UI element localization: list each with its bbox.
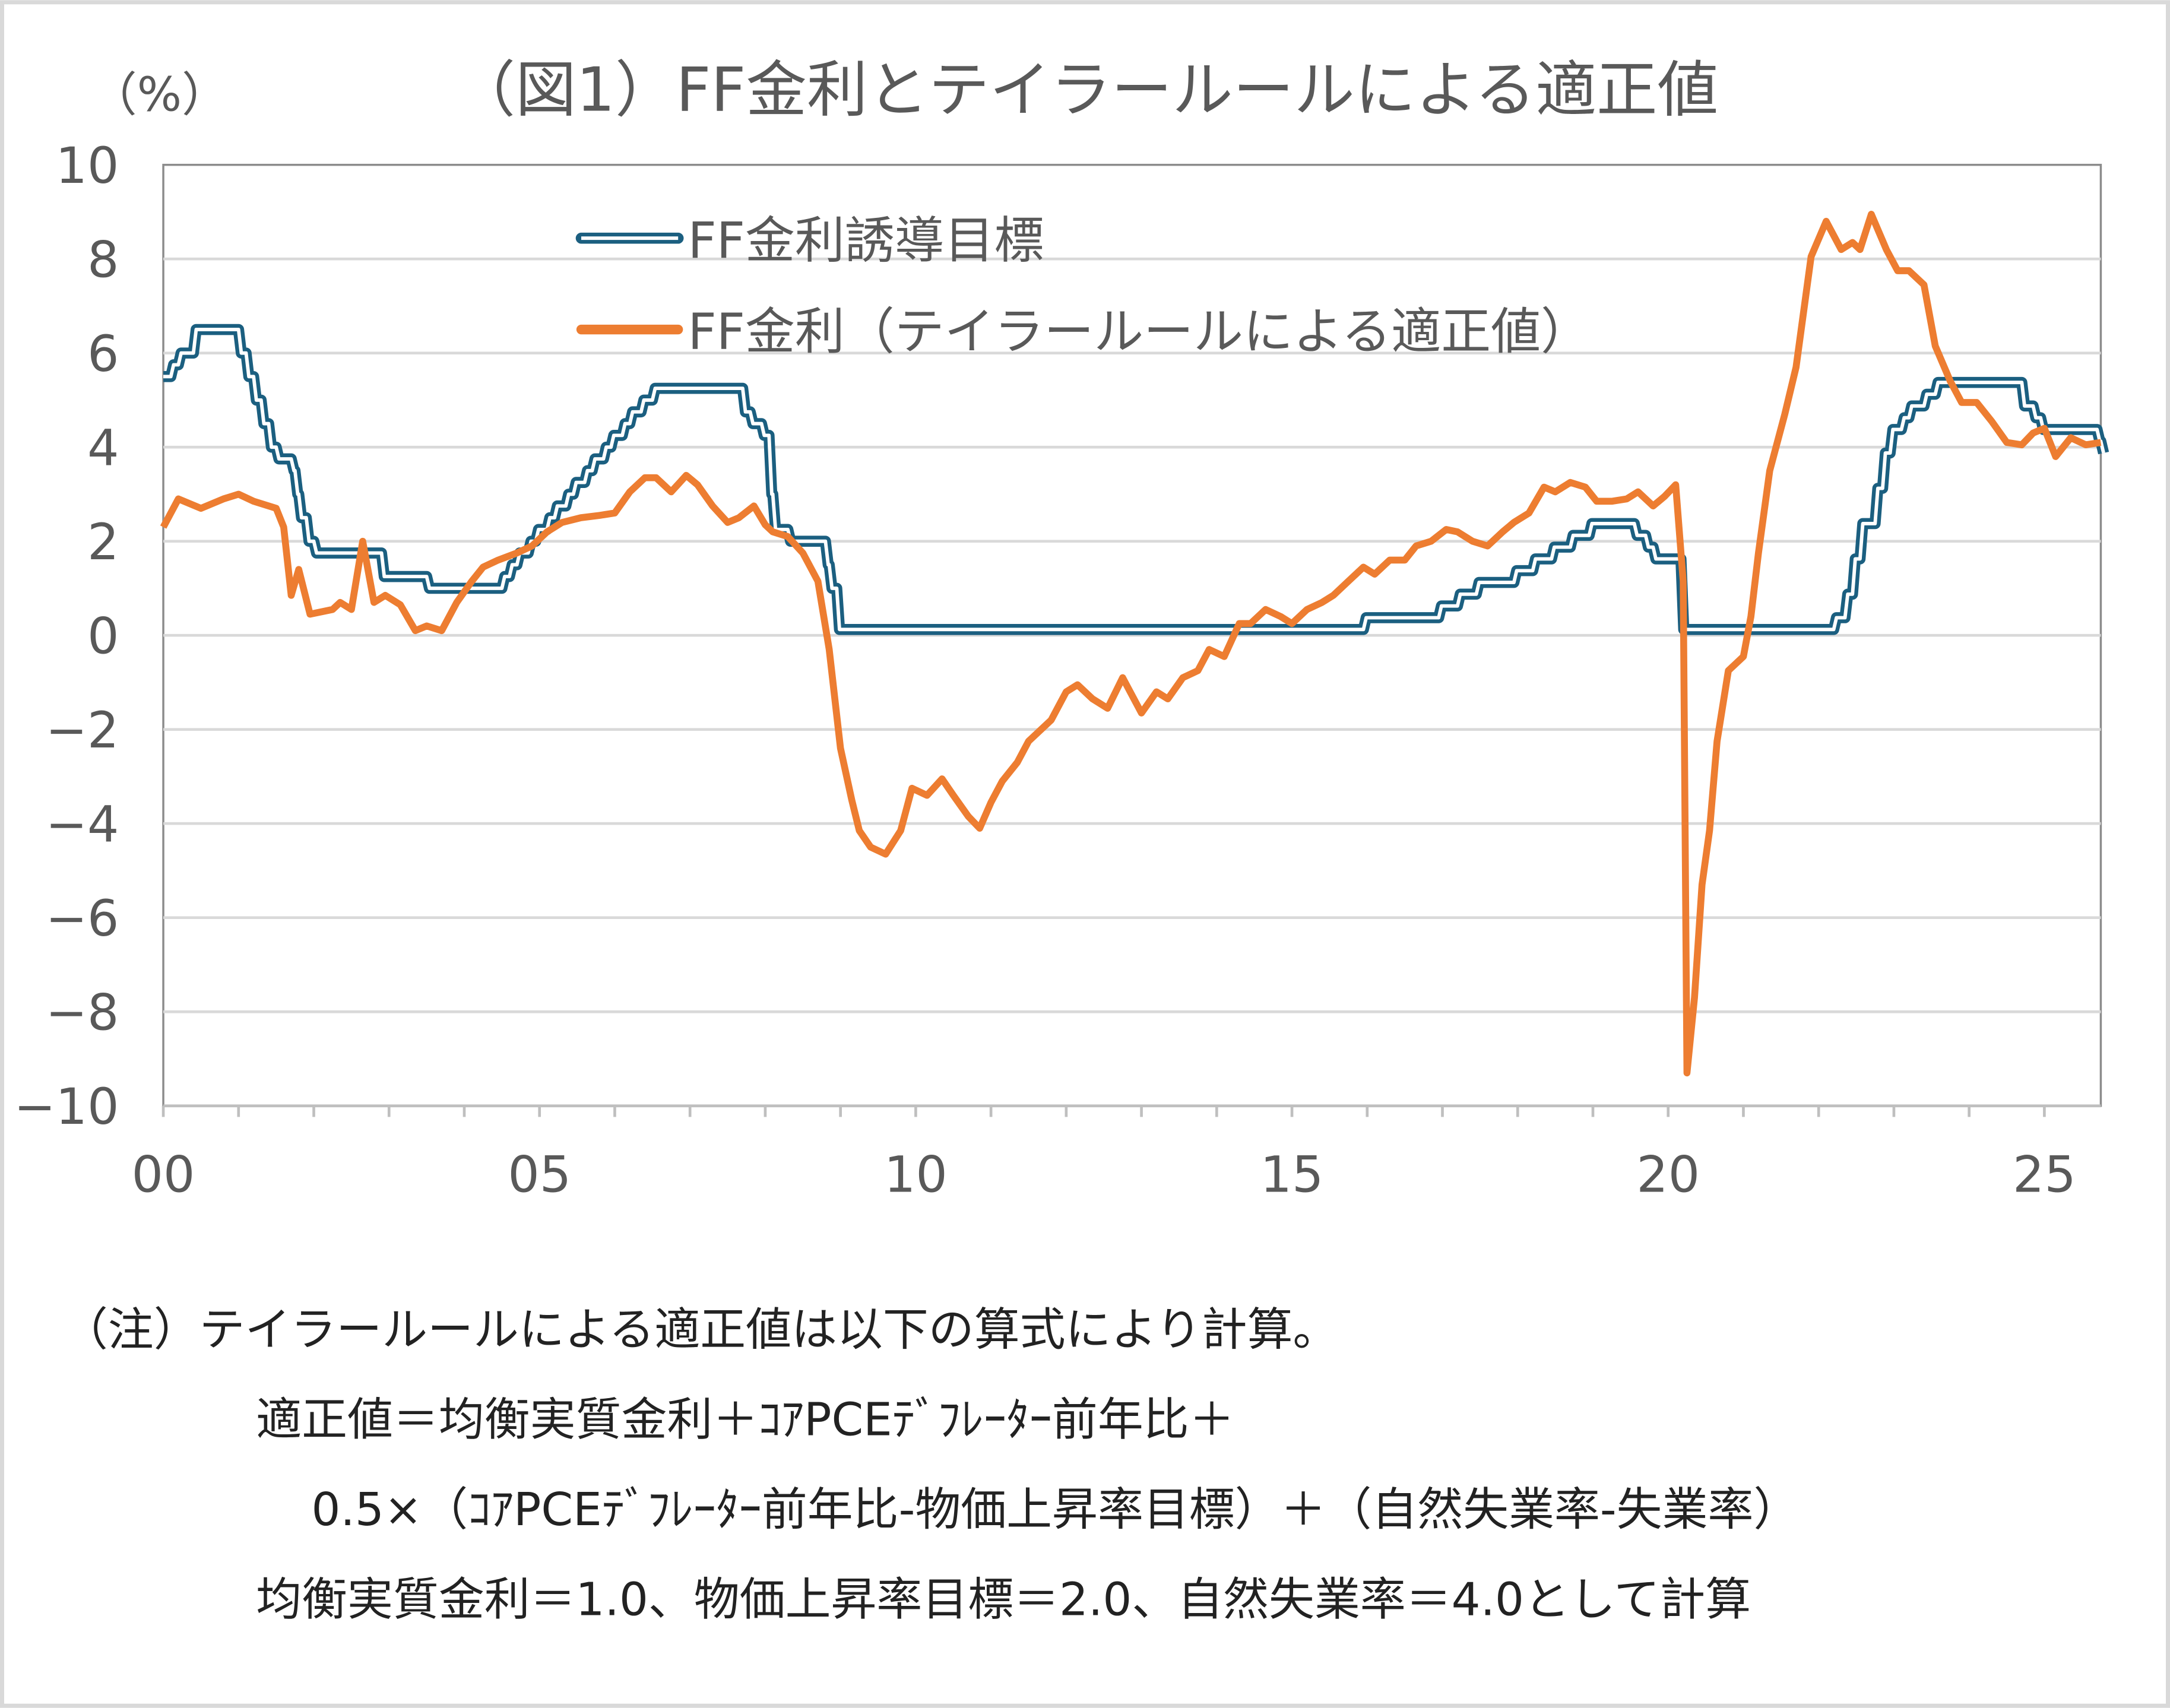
x-tick-label: 00 — [132, 1145, 195, 1203]
x-tick-label: 25 — [2013, 1145, 2076, 1203]
y-tick-label: −2 — [46, 701, 119, 759]
series-ff-target-inner — [163, 328, 2105, 632]
y-tick-label: 6 — [87, 325, 119, 383]
notes: （注）テイラールールによる適正値は以下の算式により計算。 適正値＝均衡実質金利＋… — [62, 1304, 1799, 1627]
note-line-2: 適正値＝均衡実質金利＋ｺｱPCEﾃﾞﾌﾚｰﾀｰ前年比＋ — [256, 1394, 1234, 1447]
y-tick-label: −4 — [46, 796, 119, 854]
legend-label-taylor: FF金利（テイラールールによる適正値） — [688, 303, 1591, 361]
y-tick-label: 4 — [87, 419, 119, 477]
x-tick-label: 10 — [884, 1145, 948, 1203]
chart-title: （図1）FF金利とテイラールールによる適正値 — [455, 55, 1719, 126]
series-taylor-line — [160, 211, 2102, 1077]
y-tick-label: 8 — [87, 230, 119, 289]
y-tick-label: −10 — [14, 1078, 119, 1136]
x-tick-label: 05 — [508, 1145, 571, 1203]
y-tick-label: 10 — [56, 137, 119, 195]
y-axis-ticks: 10 8 6 4 2 0 −2 −4 −6 −8 −10 — [14, 137, 119, 1136]
note-line-4: 均衡実質金利＝1.0、物価上昇率目標＝2.0、自然失業率＝4.0として計算 — [256, 1574, 1751, 1627]
x-axis-ticks: 00 05 10 15 20 25 — [132, 1104, 2101, 1203]
y-tick-label: 0 — [87, 607, 119, 666]
y-tick-label: −8 — [46, 984, 119, 1042]
y-axis-unit: （%） — [90, 67, 229, 122]
x-tick-label: 20 — [1636, 1145, 1700, 1203]
note-line-1: （注）テイラールールによる適正値は以下の算式により計算。 — [62, 1304, 1339, 1357]
legend-label-ff-target: FF金利誘導目標 — [688, 211, 1044, 270]
y-tick-label: −6 — [46, 889, 119, 948]
legend: FF金利誘導目標 FF金利（テイラールールによる適正値） — [575, 211, 1591, 361]
y-tick-label: 2 — [87, 513, 119, 571]
note-line-3: 0.5×（ｺｱPCEﾃﾞﾌﾚｰﾀｰ前年比-物価上昇率目標）＋（自然失業率-失業率… — [311, 1484, 1799, 1536]
series-layer — [160, 211, 2109, 1077]
x-tick-label: 15 — [1260, 1145, 1324, 1203]
